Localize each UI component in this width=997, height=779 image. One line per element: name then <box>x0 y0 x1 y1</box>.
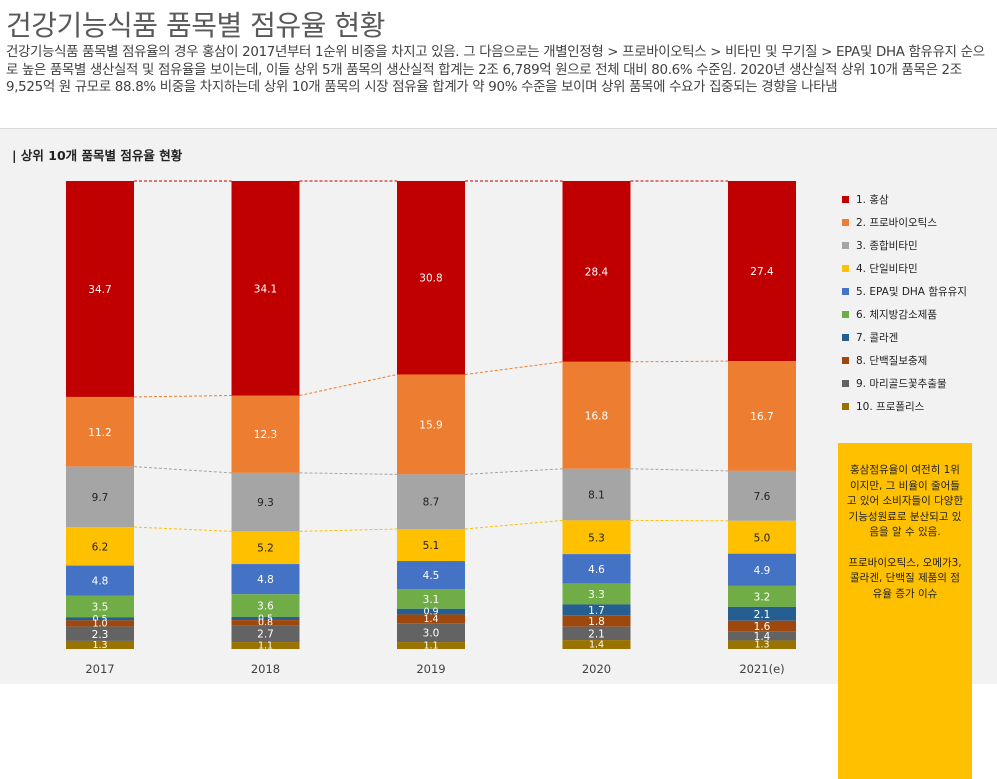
legend-label-1: 1. 홍삼 <box>856 193 889 206</box>
data-label-10-2017: 1.3 <box>92 640 107 651</box>
x-tick-label-2020: 2020 <box>582 662 611 676</box>
legend-label-9: 9. 마리골드꽃추출물 <box>856 378 947 390</box>
data-label-1-2020: 28.4 <box>585 266 609 278</box>
data-label-4-2021(e): 5.0 <box>754 532 771 544</box>
connector-line <box>300 529 398 531</box>
legend-swatch-3 <box>842 242 849 249</box>
legend-swatch-4 <box>842 265 849 272</box>
data-label-6-2021(e): 3.2 <box>754 591 771 603</box>
data-label-1-2019: 30.8 <box>419 273 442 285</box>
connector-line <box>631 361 729 362</box>
annotation-note-text-2: 프로바이오틱스, 오메가3, 콜라겐, 단백질 제품의 점유율 증가 이슈 <box>846 556 964 603</box>
data-label-6-2020: 3.3 <box>588 589 605 601</box>
data-label-5-2017: 4.8 <box>92 576 109 588</box>
data-label-2-2018: 12.3 <box>254 429 277 441</box>
connector-line <box>300 473 398 474</box>
data-label-1-2021(e): 27.4 <box>750 266 774 278</box>
x-tick-label-2018: 2018 <box>251 662 280 676</box>
data-label-2-2021(e): 16.7 <box>750 411 773 423</box>
data-label-10-2020: 1.4 <box>589 640 604 651</box>
annotation-note: 홍삼점유율이 여전히 1위이지만, 그 비율이 줄어들고 있어 소비자들이 다양… <box>838 443 972 779</box>
legend-label-5: 5. EPA및 DHA 함유유지 <box>856 286 967 298</box>
annotation-note-text-1: 홍삼점유율이 여전히 1위이지만, 그 비율이 줄어들고 있어 소비자들이 다양… <box>846 463 964 541</box>
data-label-4-2020: 5.3 <box>588 532 605 544</box>
data-label-2-2017: 11.2 <box>88 427 111 439</box>
x-tick-label-2019: 2019 <box>416 662 445 676</box>
legend-swatch-9 <box>842 380 849 387</box>
data-label-5-2019: 4.5 <box>423 570 440 582</box>
data-label-9-2017: 2.3 <box>92 629 109 641</box>
connector-line <box>134 467 232 473</box>
data-label-3-2019: 8.7 <box>423 497 440 509</box>
data-label-8-2019: 1.4 <box>423 614 438 625</box>
data-label-9-2018: 2.7 <box>257 629 274 641</box>
bar-group: 34.711.29.76.24.83.50.51.02.31.334.112.3… <box>66 181 796 652</box>
legend-label-10: 10. 프로폴리스 <box>856 401 925 413</box>
legend-label-4: 4. 단일비타민 <box>856 262 918 275</box>
x-tick-label-2017: 2017 <box>85 662 114 676</box>
legend-label-6: 6. 체지방감소제품 <box>856 309 937 321</box>
data-label-4-2017: 6.2 <box>92 541 109 553</box>
data-label-3-2017: 9.7 <box>92 492 109 504</box>
connector-line <box>465 469 563 475</box>
legend-swatch-5 <box>842 288 849 295</box>
connector-line <box>134 396 232 397</box>
data-label-1-2017: 34.7 <box>88 284 111 296</box>
legend-swatch-10 <box>842 403 849 410</box>
legend-label-7: 7. 콜라겐 <box>856 332 898 344</box>
data-label-7-2021(e): 2.1 <box>754 609 771 621</box>
data-label-2-2019: 15.9 <box>419 419 442 431</box>
page-title: 건강기능식품 품목별 점유율 현황 <box>6 4 385 44</box>
data-label-5-2020: 4.6 <box>588 564 605 576</box>
data-label-1-2018: 34.1 <box>254 283 277 295</box>
data-label-10-2018: 1.1 <box>258 641 273 652</box>
x-tick-label-2021(e): 2021(e) <box>739 662 784 676</box>
data-label-3-2021(e): 7.6 <box>754 491 771 503</box>
data-label-5-2021(e): 4.9 <box>754 565 771 577</box>
data-label-3-2018: 9.3 <box>257 497 274 509</box>
connector-line <box>300 374 398 395</box>
data-label-5-2018: 4.8 <box>257 574 274 586</box>
connector-line <box>465 520 563 529</box>
connector-line <box>134 527 232 531</box>
data-label-3-2020: 8.1 <box>588 490 605 502</box>
legend-label-2: 2. 프로바이오틱스 <box>856 217 937 229</box>
data-label-10-2019: 1.1 <box>423 641 438 652</box>
data-label-6-2019: 3.1 <box>423 594 440 606</box>
legend-label-3: 3. 종합비타민 <box>856 240 918 252</box>
legend-swatch-1 <box>842 196 849 203</box>
data-label-6-2017: 3.5 <box>92 601 109 613</box>
data-label-4-2019: 5.1 <box>423 540 440 552</box>
data-label-4-2018: 5.2 <box>257 543 274 555</box>
data-label-6-2018: 3.6 <box>257 601 274 613</box>
connector-line <box>465 362 563 375</box>
data-label-10-2021(e): 1.3 <box>754 640 769 651</box>
legend-swatch-2 <box>842 219 849 226</box>
x-axis-labels: 2017 2018 2019 2020 2021(e) <box>85 662 784 676</box>
legend-label-8: 8. 단백질보충제 <box>856 355 927 367</box>
legend-swatch-7 <box>842 334 849 341</box>
data-label-2-2020: 16.8 <box>585 410 608 422</box>
legend-swatch-8 <box>842 357 849 364</box>
intro-paragraph: 건강기능식품 품목별 점유율의 경우 홍삼이 2017년부터 1순위 비중을 차… <box>6 44 991 97</box>
legend-swatch-6 <box>842 311 849 318</box>
data-label-9-2019: 3.0 <box>423 628 440 640</box>
legend: 1. 홍삼 2. 프로바이오틱스 3. 종합비타민 4. 단일비타민 5. EPA및 D… <box>842 193 967 413</box>
data-label-8-2020: 1.8 <box>588 616 605 628</box>
connector-line <box>631 469 729 471</box>
